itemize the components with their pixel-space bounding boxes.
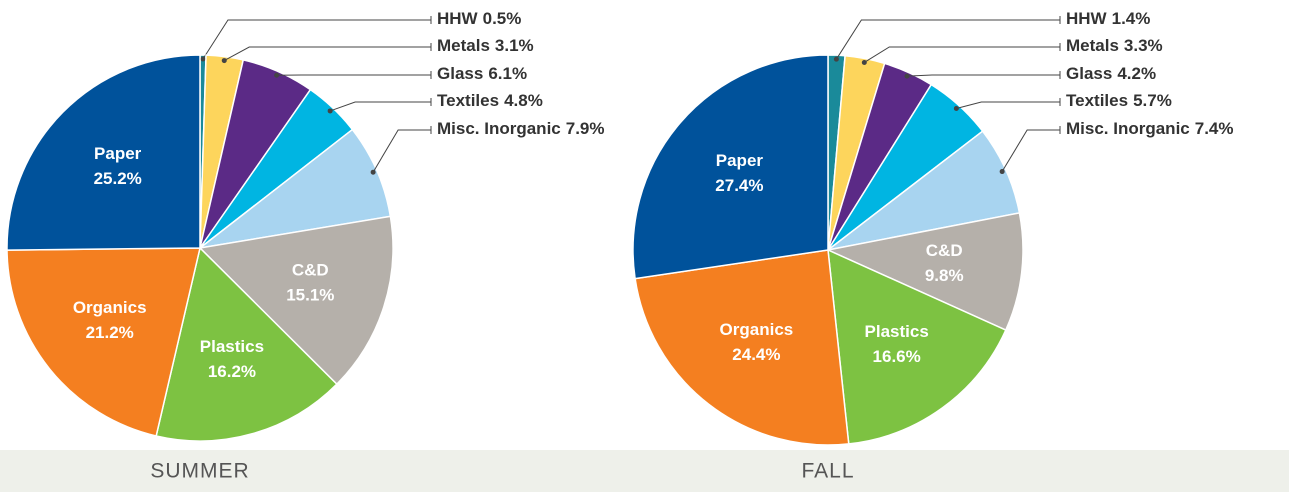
slice-label: Textiles 5.7% [1066,91,1172,110]
leader-line [864,46,1060,63]
slice-value: 4.2% [1117,64,1156,83]
slice-value: 27.4% [715,176,763,195]
slice-label: Misc. Inorganic 7.4% [1066,119,1234,138]
slice-name: C&D [926,241,963,260]
slice-value: 6.1% [488,64,527,83]
slice-name: Misc. Inorganic [1066,119,1190,138]
slice-value: 21.2% [86,323,134,342]
leader-line [372,129,431,173]
pie-slice [634,249,850,446]
slice-value: 1.4% [1112,9,1151,28]
slice-name: Metals [1066,36,1119,55]
pie-slice [6,54,201,251]
pie-slice [155,246,338,442]
slice-label: HHW 0.5% [437,9,521,28]
slice-label: Glass 4.2% [1066,64,1156,83]
leader-line [956,101,1060,110]
leader-line [835,19,1060,60]
chart-title: SUMMER [150,460,249,483]
pie-slice [198,215,394,386]
slice-value: 3.1% [495,36,534,55]
pie-slice [825,212,1024,332]
slice-name: Organics [720,320,794,339]
slice-value: 15.1% [286,286,334,305]
slice-name: Metals [437,36,490,55]
slice-value: 25.2% [94,169,142,188]
slice-name: HHW [437,9,479,28]
slice-label: Textiles 4.8% [437,91,543,110]
slice-label: Metals 3.3% [1066,36,1163,55]
slice-name: Misc. Inorganic [437,119,561,138]
slice-value: 7.9% [566,119,605,138]
leader-line [906,74,1060,77]
slice-value: 0.5% [483,9,522,28]
slice-value: 24.4% [732,345,780,364]
leader-line [1001,129,1060,172]
slice-label: HHW 1.4% [1066,9,1150,28]
slice-name: Glass [1066,64,1112,83]
slice-value: 7.4% [1195,119,1234,138]
slice-value: 4.8% [504,91,543,110]
slice-name: HHW [1066,9,1108,28]
slice-name: Paper [716,151,764,170]
slice-value: 16.2% [208,362,256,381]
footer-band [0,450,1289,492]
slice-name: Textiles [1066,91,1128,110]
slice-name: C&D [292,261,329,280]
slice-value: 5.7% [1133,91,1172,110]
slice-name: Plastics [865,322,929,341]
slice-name: Organics [73,298,147,317]
leader-line [202,19,431,60]
slice-label: Misc. Inorganic 7.9% [437,119,605,138]
leader-line [329,101,431,112]
slice-name: Glass [437,64,483,83]
pie-slice [827,248,1007,445]
slice-name: Paper [94,144,142,163]
pie-slice [6,247,201,437]
chart-title: FALL [801,460,854,483]
slice-name: Textiles [437,91,499,110]
pie-slice [632,54,829,280]
slice-label: Glass 6.1% [437,64,527,83]
pie-slice [199,128,392,249]
slice-value: 16.6% [873,347,921,366]
leader-line [224,46,431,62]
slice-label: Metals 3.1% [437,36,534,55]
slice-name: Plastics [200,337,264,356]
slice-value: 3.3% [1124,36,1163,55]
slice-value: 9.8% [925,266,964,285]
